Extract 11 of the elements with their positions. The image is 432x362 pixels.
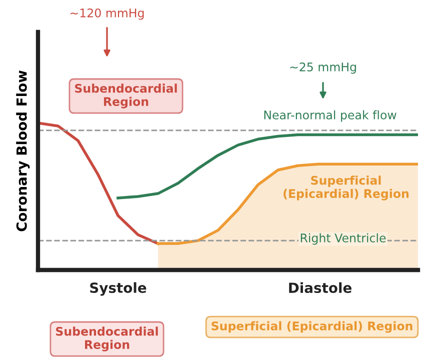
text: Superficial (Epicardial) Region bbox=[212, 321, 412, 333]
ref-line-label: Near-normal peak flow bbox=[264, 110, 396, 122]
y-axis-title: Coronary Blood Flow bbox=[16, 70, 30, 232]
text: ~120 mmHg bbox=[70, 8, 144, 20]
text: Diastole bbox=[289, 282, 352, 294]
ref-line-label: Right Ventricle bbox=[300, 233, 386, 245]
text: Subendocardial Region bbox=[56, 326, 158, 352]
text: ~25 mmHg bbox=[290, 62, 356, 74]
text: Systole bbox=[90, 282, 146, 296]
text: Subendocardial Region bbox=[75, 84, 177, 108]
annotation: Superficial (Epicardial) Region bbox=[284, 176, 409, 200]
